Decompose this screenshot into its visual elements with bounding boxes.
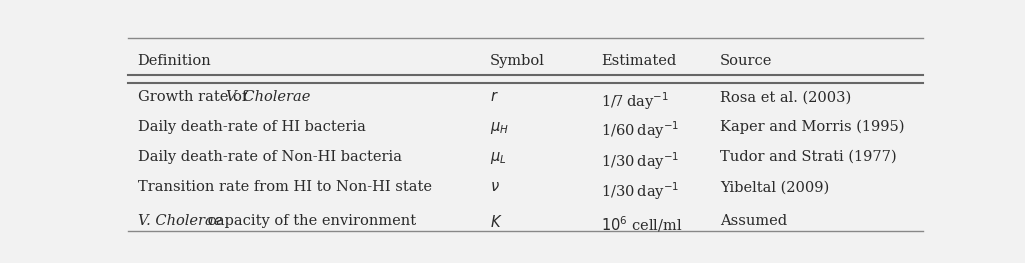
Text: Source: Source bbox=[720, 54, 772, 68]
Text: $\mu_L$: $\mu_L$ bbox=[490, 150, 506, 166]
Text: V. Cholerae: V. Cholerae bbox=[137, 214, 222, 228]
Text: Yibeltal (2009): Yibeltal (2009) bbox=[720, 180, 829, 194]
Text: Growth rate of: Growth rate of bbox=[137, 90, 251, 104]
Text: $K$: $K$ bbox=[490, 214, 502, 230]
Text: Transition rate from HI to Non-HI state: Transition rate from HI to Non-HI state bbox=[137, 180, 432, 194]
Text: Estimated: Estimated bbox=[601, 54, 676, 68]
Text: $\mu_H$: $\mu_H$ bbox=[490, 120, 508, 136]
Text: Definition: Definition bbox=[137, 54, 211, 68]
Text: Symbol: Symbol bbox=[490, 54, 544, 68]
Text: 1/30 day$^{-1}$: 1/30 day$^{-1}$ bbox=[601, 150, 680, 172]
Text: 1/7 day$^{-1}$: 1/7 day$^{-1}$ bbox=[601, 90, 668, 112]
Text: $\nu$: $\nu$ bbox=[490, 180, 499, 194]
Text: Daily death-rate of HI bacteria: Daily death-rate of HI bacteria bbox=[137, 120, 366, 134]
Text: capacity of the environment: capacity of the environment bbox=[203, 214, 416, 228]
Text: Daily death-rate of Non-HI bacteria: Daily death-rate of Non-HI bacteria bbox=[137, 150, 402, 164]
Text: Tudor and Strati (1977): Tudor and Strati (1977) bbox=[720, 150, 897, 164]
Text: V. Cholerae: V. Cholerae bbox=[226, 90, 311, 104]
Text: $r$: $r$ bbox=[490, 90, 498, 104]
Text: Assumed: Assumed bbox=[720, 214, 787, 228]
Text: $10^6$ cell/ml: $10^6$ cell/ml bbox=[601, 214, 683, 234]
Text: 1/30 day$^{-1}$: 1/30 day$^{-1}$ bbox=[601, 180, 680, 202]
Text: 1/60 day$^{-1}$: 1/60 day$^{-1}$ bbox=[601, 120, 680, 141]
Text: Kaper and Morris (1995): Kaper and Morris (1995) bbox=[720, 120, 904, 134]
Text: Rosa et al. (2003): Rosa et al. (2003) bbox=[720, 90, 851, 104]
